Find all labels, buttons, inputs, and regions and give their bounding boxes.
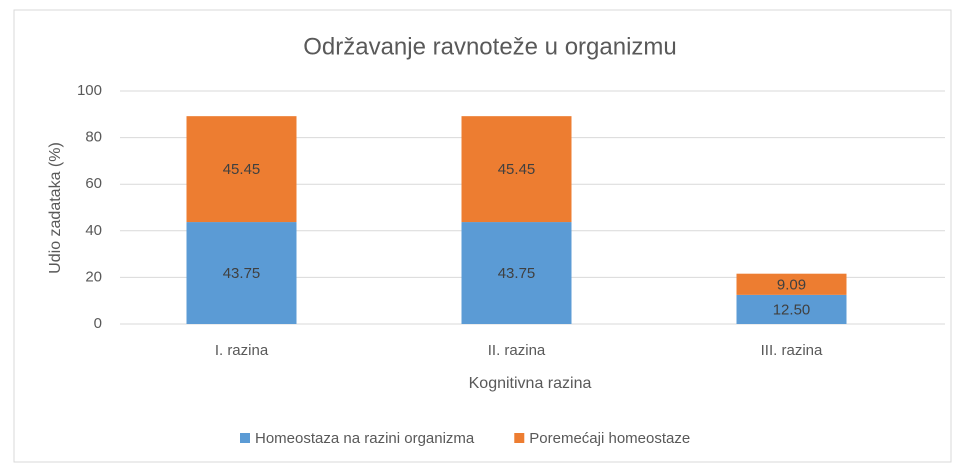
data-label: 43.75 [498,265,536,282]
x-tick-label: II. razina [488,342,546,359]
bar-segment [461,116,572,223]
legend-swatch [240,433,250,443]
y-tick-label: 100 [77,82,102,99]
x-tick-label: I. razina [215,342,269,359]
chart-title: Održavanje ravnoteže u organizmu [303,33,677,60]
data-label: 43.75 [223,265,261,282]
legend-label: Poremećaji homeostaze [529,430,690,447]
data-label: 45.45 [498,161,536,178]
x-tick-label: III. razina [761,342,823,359]
y-tick-label: 0 [94,315,102,332]
y-tick-label: 20 [85,268,102,285]
bar-segment [461,222,572,324]
data-label: 45.45 [223,161,261,178]
y-tick-label: 60 [85,175,102,192]
legend-swatch [514,433,525,443]
data-label: 9.09 [777,276,806,293]
x-axis-label: Kognitivna razina [469,375,592,392]
bar-segment [186,116,297,223]
data-label: 12.50 [773,301,811,318]
y-axis-label: Udio zadataka (%) [47,142,64,274]
bar-segment [186,222,297,324]
bar-segment [736,294,847,324]
y-tick-label: 40 [85,222,102,239]
y-tick-label: 80 [85,129,102,146]
bar-segment [736,273,847,295]
legend-label: Homeostaza na razini organizma [255,430,475,447]
